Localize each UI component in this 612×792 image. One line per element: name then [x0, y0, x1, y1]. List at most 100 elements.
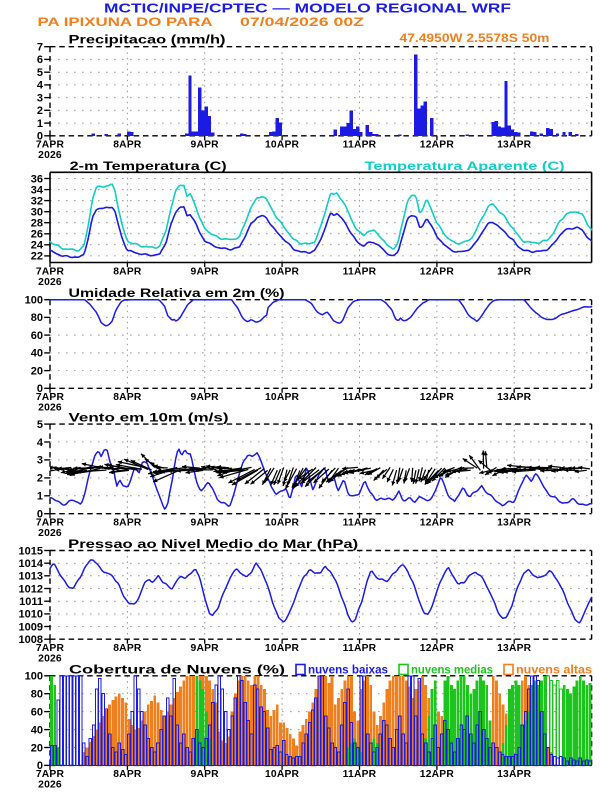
svg-text:7APR: 7APR — [36, 518, 65, 529]
svg-text:2026: 2026 — [38, 528, 62, 539]
svg-text:nuvens medias: nuvens medias — [411, 664, 493, 676]
svg-text:1015: 1015 — [19, 545, 43, 557]
svg-text:7: 7 — [37, 42, 43, 54]
svg-text:1013: 1013 — [19, 571, 43, 583]
svg-text:10APR: 10APR — [265, 266, 300, 277]
svg-text:12APR: 12APR — [420, 518, 455, 529]
svg-text:100: 100 — [25, 295, 43, 307]
svg-text:1009: 1009 — [19, 621, 43, 633]
svg-text:28: 28 — [31, 218, 43, 230]
svg-text:3: 3 — [37, 92, 43, 104]
svg-text:1: 1 — [37, 118, 43, 130]
svg-text:nuvens baixas: nuvens baixas — [308, 664, 388, 676]
svg-text:2-m Temperatura (C): 2-m Temperatura (C) — [70, 161, 227, 173]
svg-text:Umidade Relativa em 2m (%): Umidade Relativa em 2m (%) — [69, 288, 285, 300]
svg-text:12APR: 12APR — [420, 769, 455, 780]
svg-text:MCTIC/INPE/CPTEC — MODELO REGI: MCTIC/INPE/CPTEC — MODELO REGIONAL WRF — [104, 1, 511, 16]
svg-text:1010: 1010 — [19, 609, 43, 621]
svg-text:9APR: 9APR — [191, 518, 220, 529]
svg-text:9APR: 9APR — [191, 769, 220, 780]
svg-text:40: 40 — [31, 348, 43, 360]
svg-text:8APR: 8APR — [113, 266, 142, 277]
svg-text:10APR: 10APR — [265, 643, 300, 654]
svg-text:12APR: 12APR — [420, 140, 455, 151]
svg-text:1011: 1011 — [19, 596, 43, 608]
svg-text:7APR: 7APR — [36, 140, 65, 151]
svg-text:11APR: 11APR — [343, 769, 377, 780]
svg-text:13APR: 13APR — [497, 643, 532, 654]
svg-text:07/04/2026 00Z: 07/04/2026 00Z — [240, 15, 364, 29]
svg-text:13APR: 13APR — [497, 518, 532, 529]
svg-text:0: 0 — [37, 509, 43, 521]
svg-text:9APR: 9APR — [191, 392, 220, 403]
svg-text:3: 3 — [37, 455, 43, 467]
svg-text:Pressao ao Nivel Medio do Mar: Pressao ao Nivel Medio do Mar (hPa) — [68, 539, 358, 551]
svg-text:40: 40 — [31, 724, 43, 736]
svg-text:22: 22 — [31, 251, 43, 263]
svg-text:6: 6 — [37, 54, 43, 66]
svg-text:7APR: 7APR — [36, 392, 65, 403]
svg-text:PA IPIXUNA DO PARA: PA IPIXUNA DO PARA — [38, 15, 213, 29]
svg-text:2026: 2026 — [38, 654, 62, 665]
svg-text:0: 0 — [37, 383, 43, 395]
svg-text:32: 32 — [31, 195, 43, 207]
svg-text:10APR: 10APR — [265, 392, 300, 403]
svg-text:20: 20 — [31, 365, 43, 377]
svg-text:7APR: 7APR — [36, 643, 65, 654]
svg-text:5: 5 — [37, 419, 43, 431]
svg-text:Temperatura Aparente (C): Temperatura Aparente (C) — [365, 161, 565, 173]
svg-text:12APR: 12APR — [420, 266, 455, 277]
svg-text:2026: 2026 — [38, 277, 62, 288]
svg-text:13APR: 13APR — [497, 266, 532, 277]
svg-text:10APR: 10APR — [265, 140, 300, 151]
svg-text:47.4950W 2.5578S 50m: 47.4950W 2.5578S 50m — [400, 31, 550, 45]
svg-text:36: 36 — [31, 173, 43, 185]
svg-text:2: 2 — [37, 473, 43, 485]
svg-text:7APR: 7APR — [36, 769, 65, 780]
svg-text:9APR: 9APR — [191, 643, 220, 654]
svg-text:80: 80 — [31, 312, 43, 324]
svg-text:2026: 2026 — [38, 780, 62, 791]
svg-text:Precipitacao (mm/h): Precipitacao (mm/h) — [69, 35, 226, 47]
svg-text:13APR: 13APR — [497, 392, 532, 403]
svg-text:Vento em 10m (m/s): Vento em 10m (m/s) — [69, 413, 229, 425]
svg-text:2026: 2026 — [38, 403, 62, 414]
svg-text:8APR: 8APR — [113, 392, 142, 403]
svg-text:11APR: 11APR — [343, 518, 377, 529]
svg-text:20: 20 — [31, 742, 43, 754]
svg-text:100: 100 — [25, 671, 43, 683]
svg-text:11APR: 11APR — [343, 140, 377, 151]
svg-text:1008: 1008 — [19, 634, 43, 646]
svg-text:12APR: 12APR — [420, 392, 455, 403]
svg-text:60: 60 — [31, 330, 43, 342]
svg-text:26: 26 — [31, 229, 43, 241]
svg-text:8APR: 8APR — [113, 643, 142, 654]
svg-text:9APR: 9APR — [191, 266, 220, 277]
svg-text:11APR: 11APR — [343, 392, 377, 403]
svg-text:Cobertura de Nuvens (%): Cobertura de Nuvens (%) — [69, 664, 285, 676]
svg-text:80: 80 — [31, 689, 43, 701]
svg-text:30: 30 — [31, 207, 43, 219]
svg-text:7APR: 7APR — [36, 266, 65, 277]
svg-text:12APR: 12APR — [420, 643, 455, 654]
svg-text:8APR: 8APR — [113, 140, 142, 151]
svg-text:13APR: 13APR — [497, 769, 532, 780]
svg-text:34: 34 — [31, 184, 44, 196]
svg-text:1014: 1014 — [19, 558, 44, 570]
svg-text:2026: 2026 — [38, 150, 62, 161]
svg-text:60: 60 — [31, 706, 43, 718]
svg-text:8APR: 8APR — [113, 769, 142, 780]
svg-text:11APR: 11APR — [343, 266, 377, 277]
svg-text:4: 4 — [37, 437, 44, 449]
svg-text:13APR: 13APR — [497, 140, 532, 151]
svg-text:2: 2 — [37, 105, 43, 117]
svg-text:9APR: 9APR — [191, 140, 220, 151]
svg-text:0: 0 — [37, 131, 43, 143]
svg-text:4: 4 — [37, 80, 44, 92]
svg-text:nuvens altas: nuvens altas — [516, 664, 592, 676]
svg-text:24: 24 — [31, 240, 44, 252]
svg-text:1: 1 — [37, 491, 43, 503]
svg-text:0: 0 — [37, 760, 43, 772]
svg-text:11APR: 11APR — [343, 643, 377, 654]
svg-text:5: 5 — [37, 67, 43, 79]
